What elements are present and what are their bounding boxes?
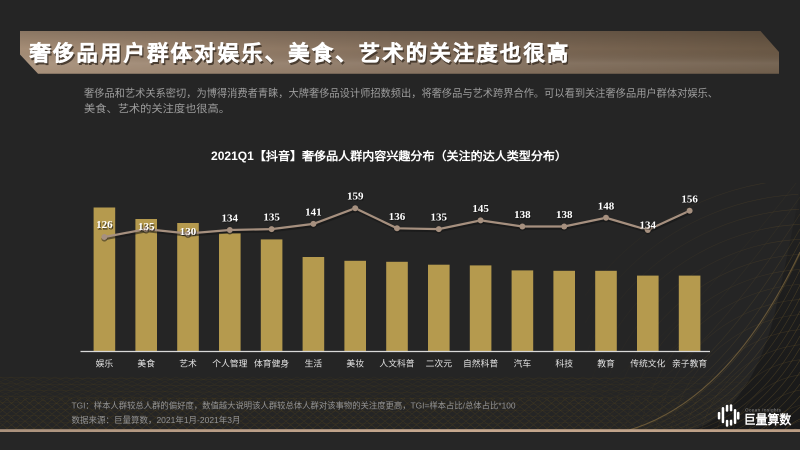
svg-text:生活: 生活: [305, 358, 323, 369]
svg-text:奢侈品和艺术关系密切，为博得消费者青睐，大牌奢侈品设计师招数: 奢侈品和艺术关系密切，为博得消费者青睐，大牌奢侈品设计师招数频出，将奢侈品与艺术…: [84, 87, 718, 100]
svg-text:人文科普: 人文科普: [379, 358, 414, 369]
svg-text:2021Q1【抖音】奢侈品人群内容兴趣分布（关注的达人类型分: 2021Q1【抖音】奢侈品人群内容兴趣分布（关注的达人类型分布）: [211, 149, 567, 163]
svg-text:美食: 美食: [137, 358, 155, 369]
svg-text:159: 159: [347, 191, 364, 203]
svg-text:135: 135: [431, 212, 448, 224]
svg-text:138: 138: [515, 210, 532, 222]
svg-text:美妆: 美妆: [346, 358, 364, 369]
svg-text:126: 126: [96, 219, 113, 231]
svg-text:141: 141: [306, 208, 323, 220]
svg-text:教育: 教育: [597, 358, 615, 369]
svg-text:二次元: 二次元: [426, 358, 453, 369]
svg-text:135: 135: [431, 213, 448, 225]
svg-text:138: 138: [514, 209, 531, 221]
svg-text:134: 134: [640, 220, 657, 232]
svg-text:130: 130: [181, 227, 198, 239]
svg-text:亲子教育: 亲子教育: [672, 358, 707, 369]
svg-text:136: 136: [389, 211, 406, 223]
svg-text:体育健身: 体育健身: [254, 358, 289, 369]
svg-text:美食、艺术的关注度也很高。: 美食、艺术的关注度也很高。: [84, 102, 230, 115]
svg-text:134: 134: [222, 214, 239, 226]
svg-text:156: 156: [681, 193, 698, 205]
svg-text:156: 156: [682, 195, 699, 207]
svg-text:130: 130: [180, 226, 197, 238]
svg-text:135: 135: [263, 212, 280, 224]
svg-text:134: 134: [640, 221, 657, 233]
svg-text:汽车: 汽车: [514, 358, 532, 369]
svg-text:奢侈品用户群体对娱乐、美食、艺术的关注度也很高: 奢侈品用户群体对娱乐、美食、艺术的关注度也很高: [28, 42, 570, 66]
svg-text:135: 135: [264, 213, 281, 225]
svg-text:TGI：样本人群较总人群的偏好度，数值越大说明该人群较总体人: TGI：样本人群较总人群的偏好度，数值越大说明该人群较总体人群对该事物的关注度更…: [72, 400, 516, 410]
svg-text:138: 138: [557, 210, 574, 222]
svg-text:138: 138: [556, 209, 573, 221]
svg-text:136: 136: [390, 212, 407, 224]
svg-text:145: 145: [472, 203, 489, 215]
svg-text:科技: 科技: [555, 358, 573, 369]
svg-text:135: 135: [139, 222, 156, 234]
svg-text:传统文化: 传统文化: [630, 358, 665, 369]
svg-text:艺术: 艺术: [179, 358, 197, 369]
svg-text:巨量算数: 巨量算数: [744, 412, 792, 427]
svg-text:145: 145: [473, 204, 490, 216]
svg-text:148: 148: [598, 200, 615, 212]
svg-text:135: 135: [138, 221, 155, 233]
svg-text:数据来源：巨量算数，2021年1月-2021年3月: 数据来源：巨量算数，2021年1月-2021年3月: [72, 415, 241, 425]
svg-text:奢侈品用户群体对娱乐、美食、艺术的关注度也很高: 奢侈品用户群体对娱乐、美食、艺术的关注度也很高: [30, 43, 572, 67]
svg-text:Ocean Insights: Ocean Insights: [745, 407, 782, 412]
svg-text:个人管理: 个人管理: [212, 358, 247, 369]
svg-text:148: 148: [599, 202, 616, 214]
svg-text:自然科普: 自然科普: [463, 358, 498, 369]
svg-text:141: 141: [305, 206, 322, 218]
svg-text:126: 126: [97, 220, 114, 232]
svg-text:134: 134: [222, 213, 239, 225]
svg-text:159: 159: [348, 192, 365, 204]
svg-text:娱乐: 娱乐: [96, 358, 114, 369]
